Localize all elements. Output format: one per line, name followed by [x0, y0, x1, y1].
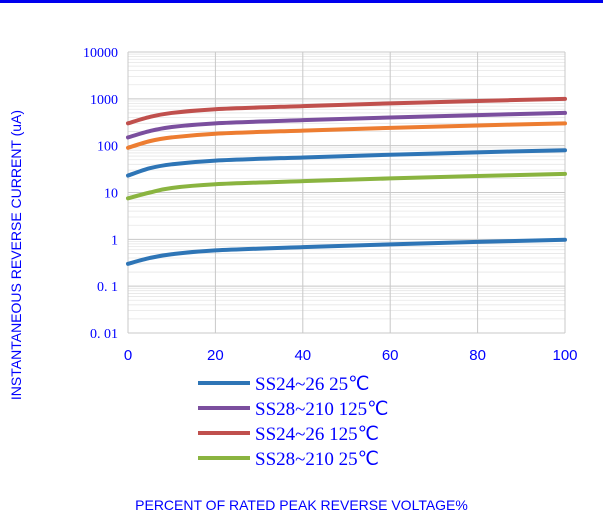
legend: SS24~26 25℃ SS28~210 125℃ SS24~26 125℃ SS28… [198, 374, 389, 470]
y-tick-label: 100 [97, 140, 118, 155]
legend-label: SS28~210 125℃ [255, 399, 389, 420]
x-tick-labels: 0 20 40 60 80 100 [124, 347, 578, 364]
x-tick-label: 40 [294, 347, 311, 364]
y-tick-label: 1000 [90, 93, 118, 108]
y-tick-label: 10000 [83, 46, 118, 61]
y-tick-label: 0. 01 [90, 327, 118, 342]
series-line-2 [126, 96, 567, 126]
major-gridlines [127, 51, 566, 334]
series-line-3 [126, 171, 567, 201]
x-tick-label: 100 [552, 347, 577, 364]
x-tick-label: 20 [207, 347, 224, 364]
x-tick-label: 80 [469, 347, 486, 364]
series-line-1 [126, 148, 567, 178]
y-tick-label: 10 [104, 187, 118, 202]
legend-label: SS24~26 25℃ [255, 374, 370, 395]
y-tick-label: 0. 1 [97, 280, 118, 295]
series-line-4 [126, 110, 567, 140]
y-tick-label: 1 [111, 233, 118, 248]
y-tick-labels: 0. 01 0. 1 1 10 100 1000 10000 [83, 46, 118, 342]
x-tick-label: 60 [382, 347, 399, 364]
series-lines [126, 96, 567, 266]
top-rule [0, 0, 603, 3]
legend-label: SS28~210 25℃ [255, 449, 379, 470]
x-axis-label: PERCENT OF RATED PEAK REVERSE VOLTAGE% [135, 497, 468, 513]
x-tick-label: 0 [124, 347, 132, 364]
legend-label: SS24~26 125℃ [255, 424, 379, 445]
series-line-5 [126, 121, 567, 150]
series-line-6 [126, 237, 567, 266]
